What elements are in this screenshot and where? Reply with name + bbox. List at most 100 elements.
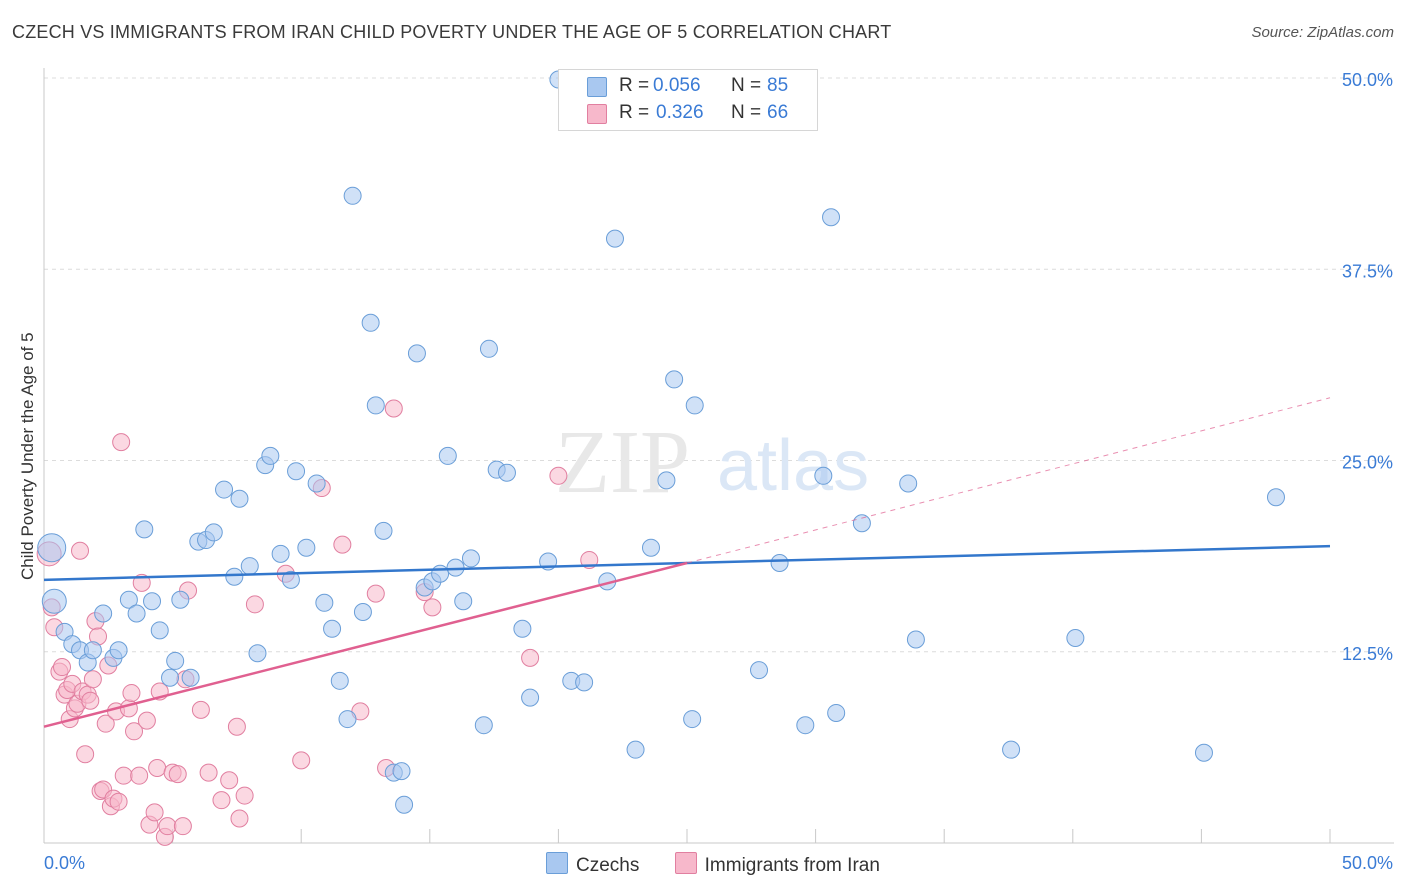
czech-point bbox=[474, 716, 493, 735]
iran-point bbox=[423, 598, 442, 617]
czech-point bbox=[395, 795, 414, 814]
iran-point bbox=[112, 433, 131, 452]
czech-point bbox=[770, 554, 789, 573]
czech-point bbox=[343, 186, 362, 205]
czech-point bbox=[143, 592, 162, 611]
czech-point bbox=[338, 710, 357, 729]
czech-point bbox=[135, 520, 154, 539]
y-tick-label-0: 12.5% bbox=[1342, 644, 1393, 664]
iran-point bbox=[230, 809, 249, 828]
czech-point bbox=[204, 523, 223, 542]
czech-point bbox=[248, 644, 267, 663]
czech-point bbox=[171, 590, 190, 609]
iran-point bbox=[83, 670, 102, 689]
czech-point bbox=[497, 463, 516, 482]
czech-point bbox=[575, 673, 594, 692]
watermark-zip: ZIP bbox=[555, 413, 690, 512]
iran-point bbox=[96, 714, 115, 733]
czech-point bbox=[83, 641, 102, 660]
tick-labels: 12.5% 25.0% 37.5% 50.0% 0.0% 50.0% bbox=[44, 70, 1393, 873]
source-label: Source: ZipAtlas.com bbox=[1251, 24, 1394, 41]
czech-point bbox=[906, 630, 925, 649]
x-tick-label-0: 0.0% bbox=[44, 853, 85, 873]
czech-point bbox=[1194, 743, 1213, 762]
czech-point bbox=[657, 471, 676, 490]
iran-point bbox=[168, 765, 187, 784]
iran-point bbox=[148, 759, 167, 778]
czech-points bbox=[37, 70, 1285, 814]
legend-swatch-iran bbox=[674, 852, 697, 874]
czech-point bbox=[150, 621, 169, 640]
iran-point bbox=[384, 399, 403, 418]
iran-point bbox=[53, 658, 72, 677]
czech-point bbox=[353, 602, 372, 621]
axes bbox=[43, 68, 1394, 844]
czech-point bbox=[822, 208, 841, 227]
iran-point bbox=[114, 766, 133, 785]
iran-point bbox=[130, 766, 149, 785]
czech-point bbox=[852, 514, 871, 533]
iran-points bbox=[36, 399, 599, 846]
y-axis-label: Child Poverty Under the Age of 5 bbox=[18, 332, 37, 580]
iran-point bbox=[245, 595, 264, 614]
czech-point bbox=[407, 344, 426, 363]
iran-point bbox=[333, 535, 352, 554]
trend-lines bbox=[43, 397, 1331, 728]
czech-point bbox=[374, 521, 393, 540]
czech-point bbox=[461, 549, 480, 568]
czech-point bbox=[1002, 740, 1021, 759]
legend-n-label: N = bbox=[731, 75, 762, 96]
iran-point bbox=[145, 803, 164, 822]
watermark-atlas: atlas bbox=[717, 426, 869, 506]
czech-point bbox=[161, 668, 180, 687]
trend-extension-1 bbox=[686, 397, 1331, 564]
czech-point bbox=[438, 446, 457, 465]
iran-point bbox=[191, 700, 210, 719]
legend-r-value-czechs: 0.056 bbox=[653, 75, 701, 96]
czech-point bbox=[626, 740, 645, 759]
czech-point bbox=[37, 533, 67, 563]
legend-n-value-iran: 66 bbox=[767, 102, 789, 123]
czech-point bbox=[127, 604, 146, 623]
iran-point bbox=[212, 791, 231, 810]
czech-point bbox=[215, 480, 234, 499]
czech-point bbox=[323, 619, 342, 638]
iran-point bbox=[125, 722, 144, 741]
x-tick-label-1: 50.0% bbox=[1342, 853, 1393, 873]
czech-point bbox=[240, 557, 259, 576]
iran-point bbox=[76, 745, 95, 764]
trend-line-1 bbox=[43, 561, 688, 728]
iran-point bbox=[580, 550, 599, 569]
iran-point bbox=[227, 717, 246, 736]
czech-point bbox=[366, 396, 385, 415]
chart-title: CZECH VS IMMIGRANTS FROM IRAN CHILD POVE… bbox=[12, 22, 892, 42]
czech-point bbox=[899, 474, 918, 493]
y-tick-label-3: 50.0% bbox=[1342, 70, 1393, 90]
czech-point bbox=[513, 619, 532, 638]
iran-point bbox=[366, 584, 385, 603]
czech-point bbox=[683, 710, 702, 729]
czech-point bbox=[271, 544, 290, 563]
legend-swatch-iran bbox=[587, 104, 607, 124]
czech-point bbox=[1266, 488, 1285, 507]
czech-point bbox=[225, 567, 244, 586]
czech-point bbox=[315, 593, 334, 612]
czech-point bbox=[750, 661, 769, 680]
czech-point bbox=[119, 590, 138, 609]
czech-point bbox=[454, 592, 473, 611]
iran-point bbox=[137, 711, 156, 730]
legend-item-czechs[interactable]: Czechs bbox=[546, 852, 639, 877]
czech-point bbox=[1066, 628, 1085, 647]
legend-item-iran[interactable]: Immigrants from Iran bbox=[674, 852, 880, 877]
czech-point bbox=[605, 229, 624, 248]
czech-point bbox=[281, 570, 300, 589]
legend-swatch-czechs bbox=[546, 852, 568, 874]
y-tick-label-1: 25.0% bbox=[1342, 453, 1393, 473]
czech-point bbox=[521, 688, 540, 707]
czech-point bbox=[814, 466, 833, 485]
iran-point bbox=[549, 466, 568, 485]
legend-r-label: R = bbox=[619, 102, 650, 123]
czech-point bbox=[431, 564, 450, 583]
iran-point bbox=[158, 817, 177, 836]
